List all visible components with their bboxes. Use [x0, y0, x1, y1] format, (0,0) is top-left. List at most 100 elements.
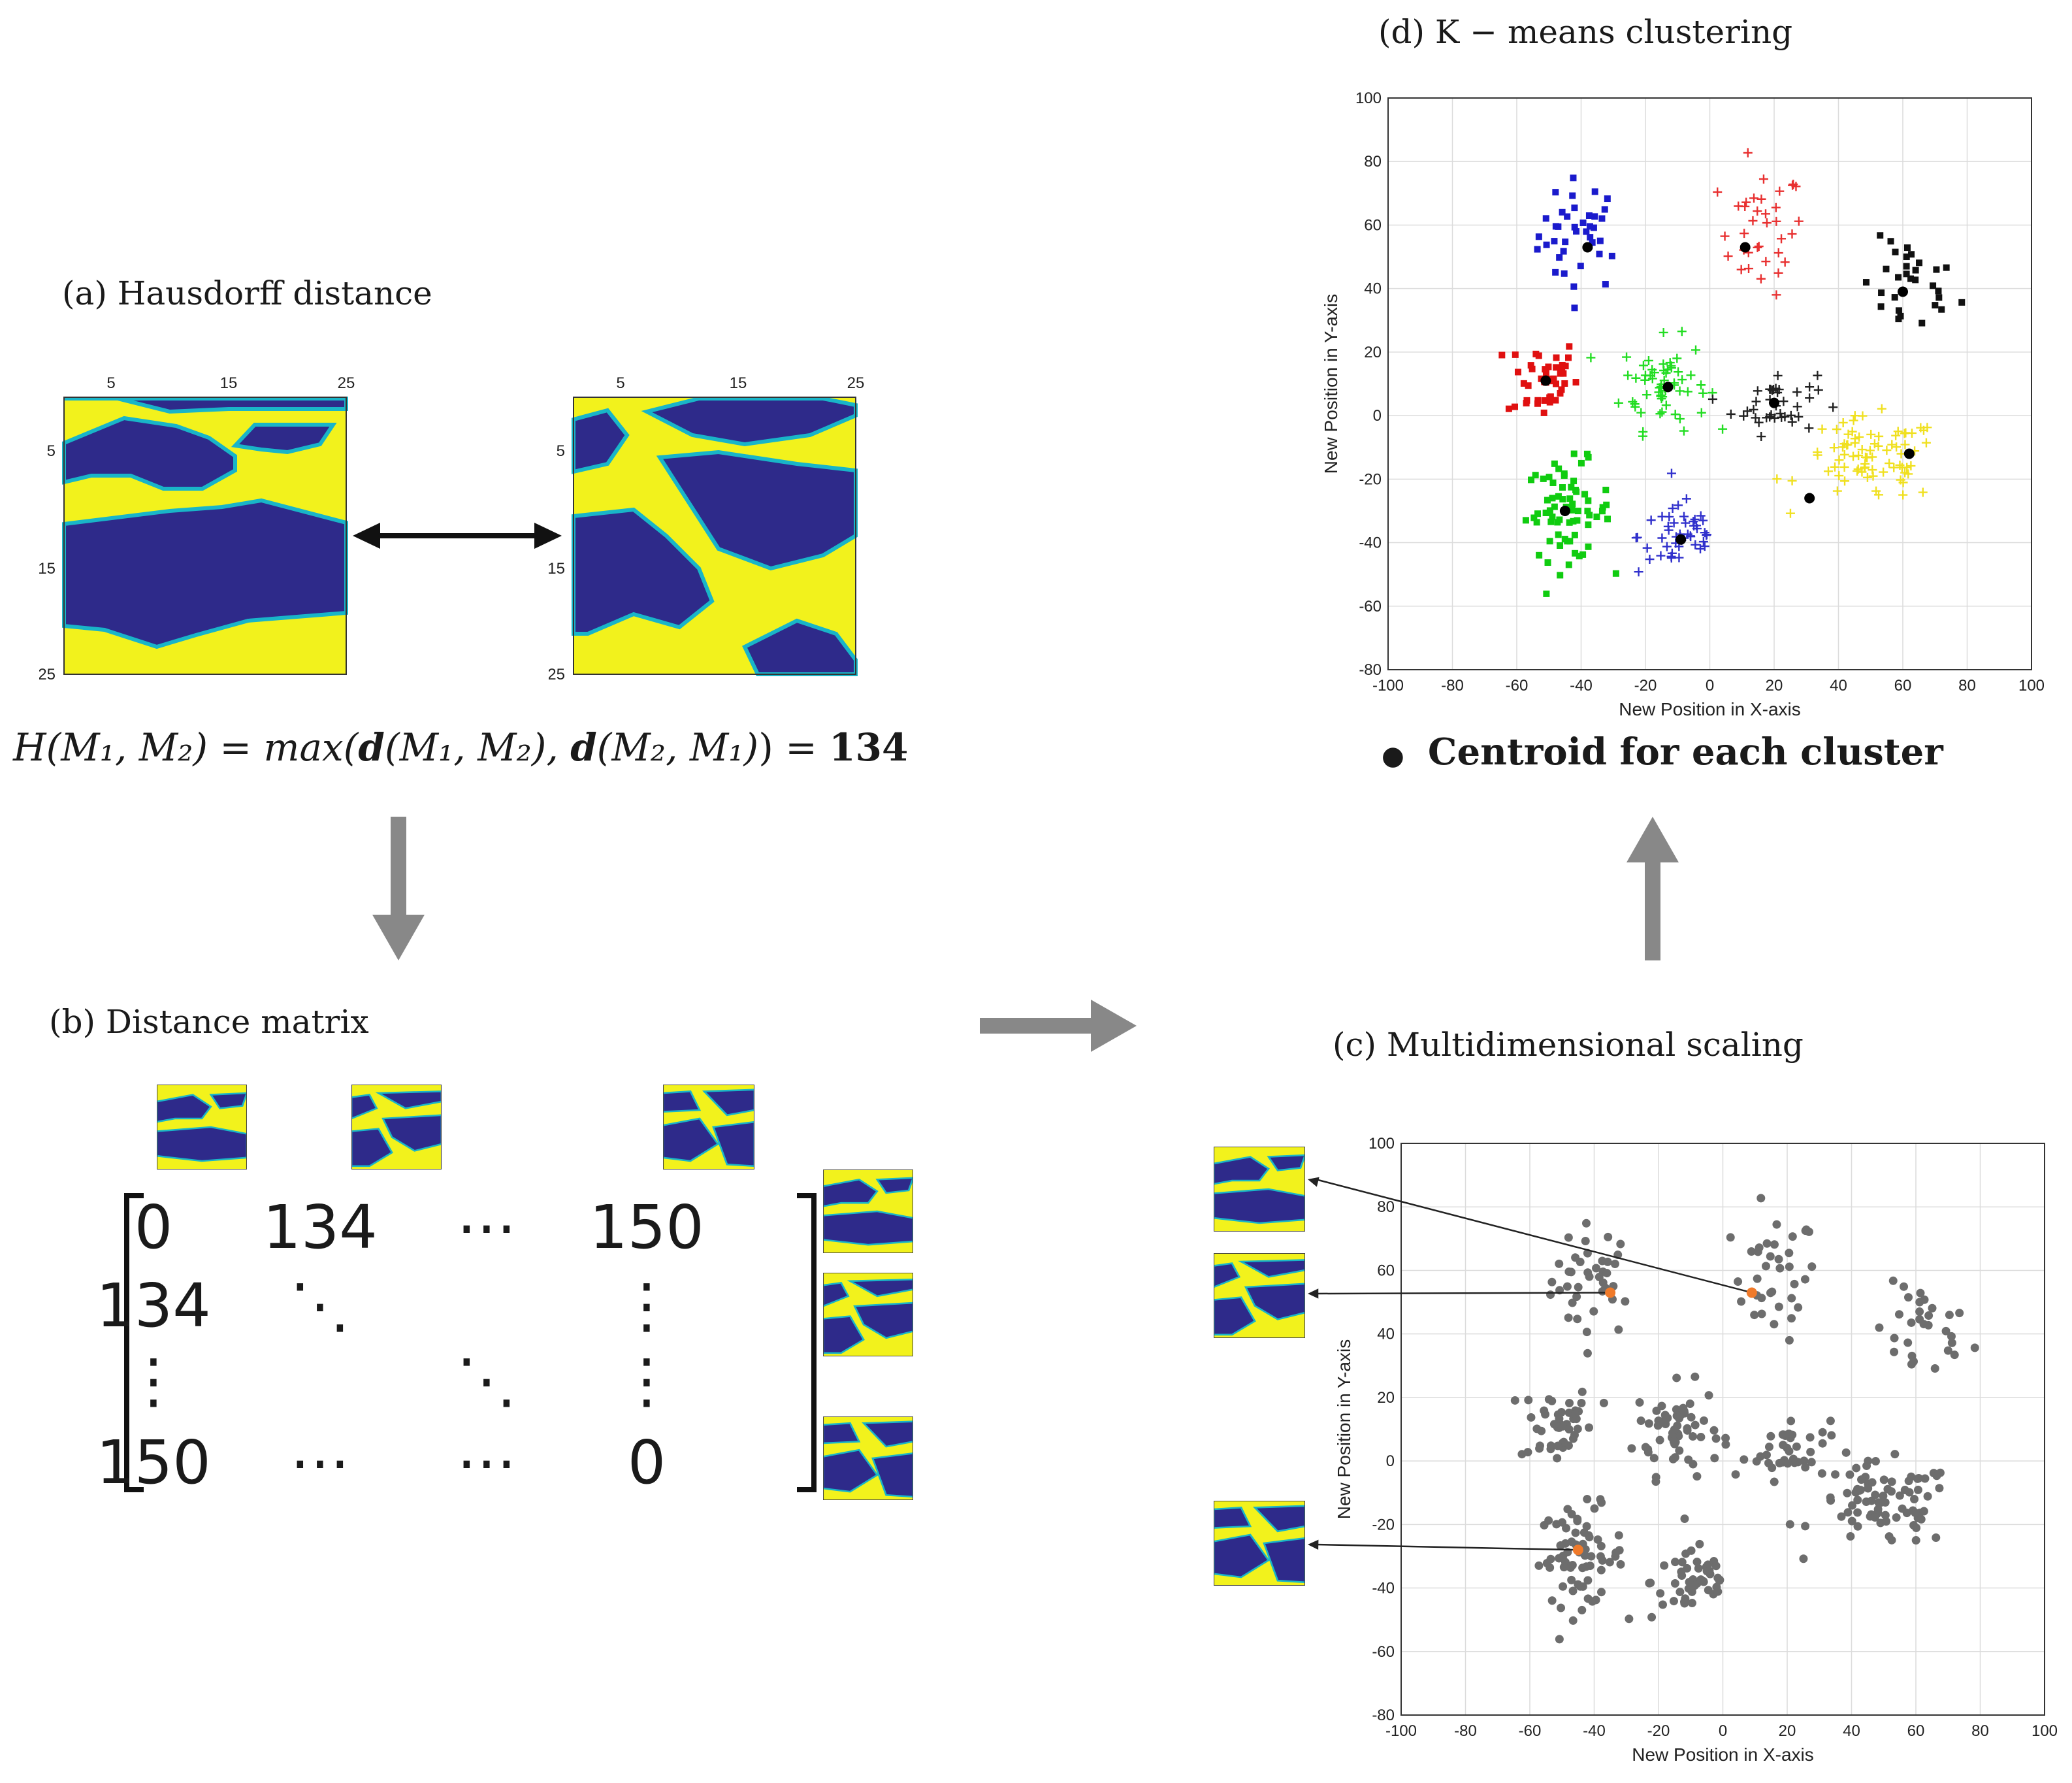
mds-point-348 [1680, 1599, 1689, 1608]
mds-point-175 [1599, 1398, 1608, 1407]
kmeans-point-blue-square-8 [1561, 270, 1568, 277]
mds-point-14 [1616, 1239, 1625, 1249]
kmeans-point-blue-square-26 [1579, 220, 1587, 227]
kmeans-centroid-3 [1540, 375, 1551, 386]
kmeans-point-black-plus-13 [1828, 402, 1838, 412]
mds-thumb-2 [1214, 1253, 1305, 1338]
kmeans-point-red-square-17 [1514, 368, 1521, 376]
mds-point-387 [1845, 1470, 1854, 1479]
kmeans-point-yellow-plus-35 [1887, 440, 1897, 450]
kmeans-point-black-plus-25 [1775, 409, 1785, 419]
kmeans-point-black-square-0 [1878, 289, 1885, 297]
kmeans-point-blue-plus-2 [1681, 494, 1691, 504]
kmeans-point-green-square-10 [1602, 486, 1610, 493]
mds-point-84 [1947, 1332, 1956, 1341]
mds-point-260 [1614, 1531, 1623, 1540]
kmeans-point-black-plus-6 [1779, 397, 1789, 406]
kmeans-point-yellow-plus-14 [1885, 459, 1894, 468]
kmeans-point-black-plus-19 [1753, 386, 1762, 396]
mds-point-115 [1523, 1448, 1532, 1457]
kmeans-point-yellow-plus-4 [1849, 451, 1858, 461]
kmeans-point-green-square-55 [1574, 508, 1581, 515]
mds-point-21 [1582, 1328, 1591, 1337]
kmeans-point-green-square-30 [1572, 487, 1579, 494]
mds-point-94 [1900, 1282, 1909, 1291]
kmeans-point-green-plus-27 [1679, 426, 1689, 436]
mds-point-74 [1787, 1314, 1796, 1323]
kmeans-point-green-square-54 [1570, 478, 1578, 485]
mds-point-191 [1644, 1419, 1653, 1428]
mds-point-312 [1590, 1504, 1599, 1513]
mds-point-208 [1653, 1421, 1662, 1430]
kmeans-point-green-square-8 [1549, 479, 1557, 486]
arrow-down-a-to-b [372, 817, 425, 960]
kmeans-point-red-square-33 [1535, 352, 1542, 359]
x-tick-7: 40 [1843, 1722, 1860, 1740]
mds-point-1 [1581, 1237, 1590, 1246]
mds-point-240 [1752, 1457, 1761, 1466]
mds-point-221 [1817, 1469, 1826, 1478]
kmeans-point-blue-square-12 [1596, 250, 1603, 257]
mds-point-284 [1559, 1563, 1568, 1572]
mds-point-34 [1572, 1292, 1581, 1301]
mds-point-101 [1920, 1295, 1929, 1304]
kmeans-point-yellow-plus-72 [1898, 478, 1908, 487]
mds-link-head-0 [1308, 1177, 1319, 1187]
mds-point-109 [1541, 1410, 1550, 1419]
kmeans-point-green-plus-3 [1643, 355, 1653, 365]
kmeans-point-red-plus-12 [1740, 229, 1749, 238]
kmeans-point-blue-plus-10 [1669, 518, 1679, 528]
kmeans-point-yellow-plus-53 [1839, 462, 1849, 472]
map1-tick-top-2: 15 [220, 374, 238, 392]
mds-point-16 [1583, 1268, 1593, 1277]
mds-point-44 [1770, 1240, 1779, 1249]
matrix-thumb-top-3 [663, 1085, 754, 1170]
hausdorff-map-1: 5 15 25 5 15 25 [39, 374, 355, 683]
kmeans-point-yellow-plus-41 [1882, 446, 1892, 455]
mds-scatter-chart: -100 -80 -60 -40 -20 0 20 40 60 80 100-80-60-40-20… [1308, 1135, 2058, 1765]
kmeans-point-red-plus-33 [1761, 209, 1771, 219]
map1-channel-lower [62, 498, 348, 649]
mds-point-356 [1687, 1599, 1696, 1608]
mds-point-422 [1875, 1498, 1885, 1507]
mds-point-8 [1573, 1315, 1582, 1324]
mds-point-366 [1713, 1573, 1723, 1582]
mds-point-166 [1696, 1432, 1706, 1441]
mds-point-363 [1669, 1597, 1678, 1606]
kmeans-point-yellow-plus-51 [1813, 448, 1822, 457]
mds-point-81 [1915, 1315, 1924, 1324]
kmeans-point-yellow-plus-54 [1862, 453, 1872, 463]
mds-point-421 [1853, 1508, 1862, 1517]
kmeans-point-blue-plus-33 [1692, 524, 1702, 534]
kmeans-point-green-square-44 [1561, 536, 1568, 543]
mds-point-346 [1660, 1561, 1669, 1570]
kmeans-point-blue-square-16 [1571, 223, 1578, 231]
map1-channel-small [231, 423, 337, 455]
arrow-up-c-to-d [1627, 817, 1679, 960]
mds-point-302 [1542, 1558, 1551, 1567]
mds-point-160 [1636, 1416, 1645, 1426]
kmeans-centroid-1 [1740, 242, 1751, 253]
kmeans-point-yellow-plus-60 [1918, 425, 1928, 435]
kmeans-point-blue-square-37 [1589, 239, 1596, 246]
mds-point-305 [1587, 1552, 1596, 1561]
kmeans-point-red-plus-20 [1771, 203, 1781, 212]
kmeans-point-green-plus-39 [1638, 431, 1647, 441]
mds-point-248 [1806, 1447, 1815, 1456]
kmeans-point-black-square-16 [1895, 274, 1902, 281]
mds-point-66 [1750, 1311, 1759, 1320]
mds-point-218 [1827, 1431, 1836, 1440]
kmeans-point-blue-square-11 [1591, 213, 1598, 220]
kmeans-point-blue-square-30 [1591, 188, 1598, 195]
mds-point-400 [1846, 1532, 1855, 1541]
mds-point-393 [1920, 1474, 1930, 1483]
x-tick-5: 0 [1719, 1722, 1727, 1740]
kmeans-point-blue-plus-3 [1690, 514, 1700, 524]
kmeans-point-black-plus-38 [1792, 402, 1802, 412]
kmeans-point-blue-plus-29 [1702, 530, 1711, 540]
kmeans-point-yellow-plus-37 [1868, 471, 1878, 481]
mds-point-247 [1783, 1459, 1792, 1468]
matrix-cell-r1-c4: 150 [589, 1192, 704, 1262]
formula-args1: (M₁, M₂), [384, 725, 571, 770]
kmeans-point-black-plus-16 [1773, 387, 1783, 397]
